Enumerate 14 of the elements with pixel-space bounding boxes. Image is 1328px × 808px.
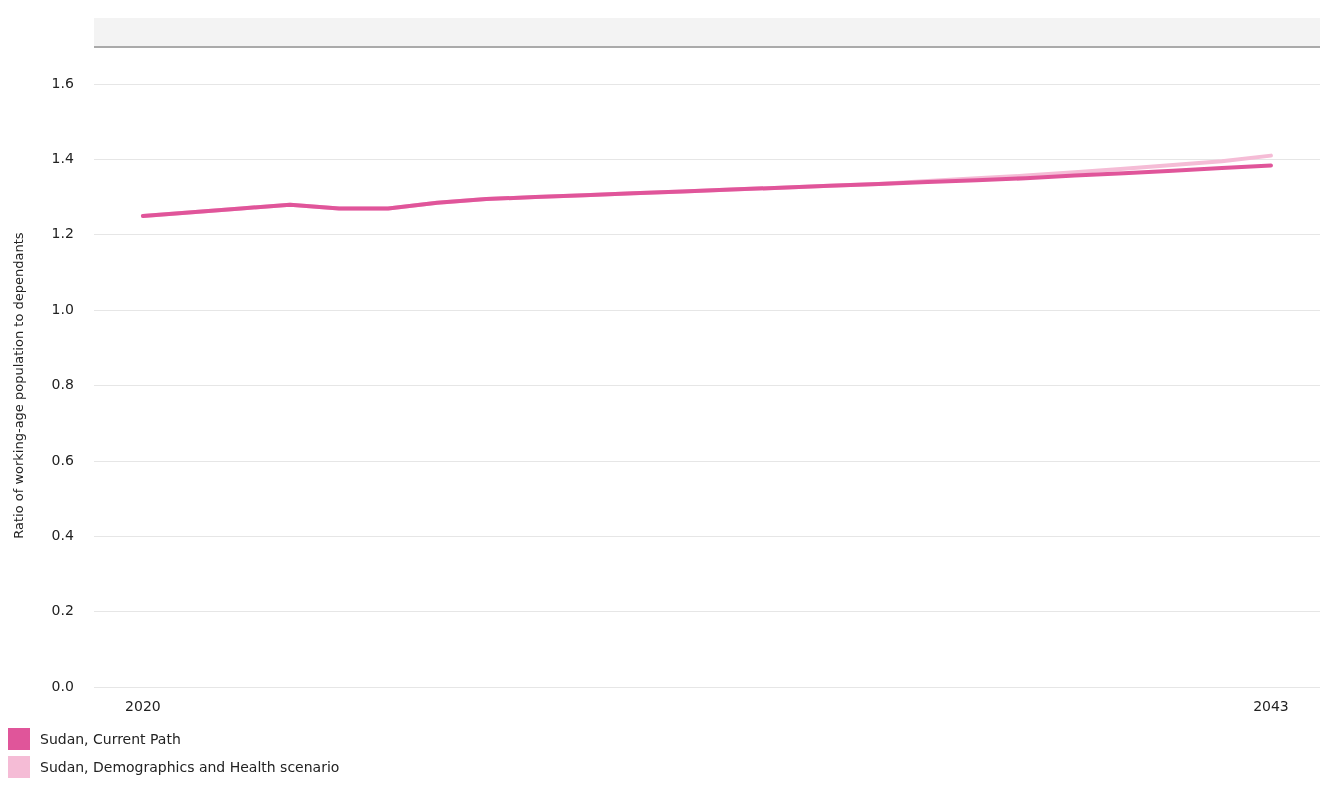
- legend-label: Sudan, Demographics and Health scenario: [40, 759, 340, 775]
- y-tick-label: 1.2: [51, 225, 74, 242]
- y-tick-label: 1.4: [51, 150, 74, 167]
- y-tick-label: 0.0: [51, 677, 74, 694]
- legend-label: Sudan, Current Path: [40, 731, 181, 747]
- y-tick-label: 1.0: [51, 300, 74, 317]
- y-axis-title: Ratio of working-age population to dependants: [11, 232, 27, 539]
- y-tick-label: 1.6: [51, 74, 74, 91]
- y-tick-label: 0.6: [51, 451, 74, 468]
- y-tick-label: 0.4: [51, 527, 74, 544]
- x-tick-label: 2020: [125, 698, 161, 715]
- y-tick-label: 0.8: [51, 376, 74, 393]
- y-tick-label: 0.2: [51, 602, 74, 619]
- x-tick-label: 2043: [1253, 698, 1289, 715]
